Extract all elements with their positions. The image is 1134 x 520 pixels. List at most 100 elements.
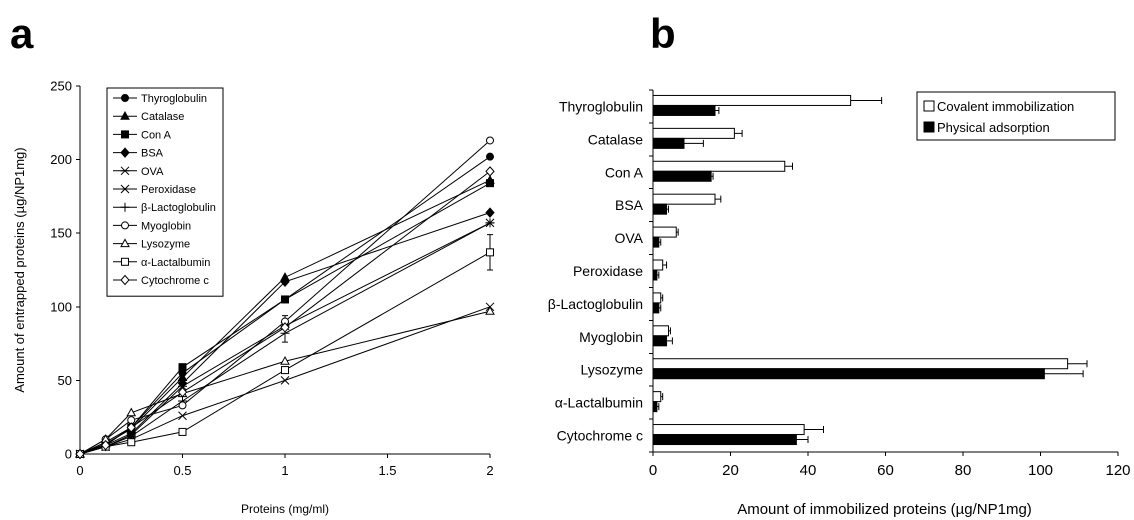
data-point-cytochrome-c [100, 439, 111, 451]
y-tick-label: 100 [50, 299, 72, 314]
data-point-cytochrome-c [126, 422, 136, 433]
legend-label-con-a: Con A [141, 129, 172, 141]
category-label-cytochrome-c: Cytochrome c [557, 428, 643, 444]
error-bar-physical-adsorption-peroxidase [656, 271, 660, 279]
error-bar-covalent-immobilization-bsa [715, 195, 722, 203]
legend-marker-alpha-lactalbumin [121, 257, 129, 266]
y-tick-label: 200 [50, 152, 72, 167]
error-bar-physical-adsorption-bsa [666, 205, 669, 213]
data-point-con-a [281, 295, 289, 304]
error-bar-physical-adsorption-con-a [711, 172, 714, 180]
y-tick-label: 150 [50, 226, 72, 241]
bar-physical-adsorption-beta-lactoglobulin [652, 302, 660, 314]
data-point-bsa [280, 276, 290, 288]
legend-marker-lysozyme [120, 238, 130, 248]
x-tick-label: 120 [1105, 462, 1130, 479]
legend-b: Covalent immobilization Physical adsorpti… [916, 91, 1116, 141]
legend-swatch-physical-adsorption [923, 121, 935, 133]
data-point-lysozyme [126, 407, 137, 417]
legend-swatch-covalent-immobilization [923, 100, 935, 112]
data-point-myoglobin [178, 401, 187, 410]
bar-covalent-immobilization-cytochrome-c [652, 424, 805, 436]
panel-a-line-chart: 0 50 100 150 200 250 0 0.5 1 1.5 2 Proteins (mg/ml)… [12, 79, 495, 516]
data-point-alpha-lactalbumin [127, 438, 136, 447]
error-bar-physical-adsorption-cytochrome-c [796, 436, 809, 444]
legend-marker-beta-lactoglobulin [120, 202, 130, 212]
y-tick-label: 50 [58, 373, 72, 388]
data-point-cytochrome-c [75, 448, 85, 460]
legend-label-cytochrome-c: Cytochrome c [141, 275, 209, 287]
legend-label-covalent-immobilization: Covalent immobilization [937, 99, 1074, 114]
legend-marker-bsa [120, 147, 130, 158]
legend-label-myoglobin: Myoglobin [141, 220, 191, 232]
bar-covalent-immobilization-catalase [652, 127, 735, 139]
x-tick-label: 40 [800, 462, 817, 479]
error-bar-covalent-immobilization-thyroglobulin [850, 96, 883, 104]
x-tick-label: 0.5 [173, 463, 191, 478]
data-point-alpha-lactalbumin [486, 248, 494, 257]
bar-physical-adsorption-myoglobin [652, 335, 668, 347]
error-bar-covalent-immobilization-peroxidase [662, 261, 668, 269]
bar-covalent-immobilization-lysozyme [652, 358, 1069, 370]
x-tick-label: 1 [281, 463, 288, 478]
series-line-thyroglobulin [79, 156, 491, 455]
legend-marker-myoglobin [121, 221, 129, 230]
bar-physical-adsorption-alpha-lactalbumin [652, 401, 658, 413]
y-tick-label: 0 [65, 447, 72, 462]
x-axis-title: Proteins (mg/ml) [241, 502, 329, 516]
category-label-thyroglobulin: Thyroglobulin [559, 98, 643, 114]
data-point-cytochrome-c [485, 166, 495, 177]
error-bar-physical-adsorption-lysozyme [1044, 370, 1084, 378]
legend-box [916, 91, 1116, 141]
error-bar-physical-adsorption-catalase [684, 139, 704, 147]
data-point-thyroglobulin [486, 152, 494, 161]
data-point-peroxidase [280, 376, 290, 385]
bar-physical-adsorption-cytochrome-c [652, 434, 797, 446]
category-label-peroxidase: Peroxidase [573, 263, 643, 279]
data-point-lysozyme [485, 305, 495, 315]
bar-physical-adsorption-lysozyme [652, 368, 1045, 380]
x-tick-label: 0 [76, 463, 83, 478]
legend-label-catalase: Catalase [141, 111, 184, 123]
legend-label-bsa: BSA [141, 148, 164, 160]
bar-physical-adsorption-con-a [652, 170, 712, 182]
data-point-cytochrome-c [280, 322, 290, 333]
category-label-alpha-lactalbumin: α-Lactalbumin [555, 395, 643, 411]
error-bar-covalent-immobilization-lysozyme [1067, 360, 1088, 368]
data-point-bsa [485, 207, 495, 218]
series-markers [75, 136, 495, 460]
bar-physical-adsorption-ova [652, 236, 660, 248]
panel-letter-a: a [10, 10, 34, 57]
bar-physical-adsorption-peroxidase [652, 269, 658, 281]
legend-label-physical-adsorption: Physical adsorption [937, 120, 1050, 135]
legend-label-lysozyme: Lysozyme [141, 239, 190, 251]
x-tick-label: 0 [649, 462, 657, 479]
category-label-ova: OVA [614, 230, 643, 246]
error-bar-physical-adsorption-thyroglobulin [715, 106, 720, 114]
legend-label-ova: OVA [141, 166, 164, 178]
legend-label-alpha-lactalbumin: α-Lactalbumin [141, 257, 210, 269]
x-tick-label: 2 [486, 463, 493, 478]
data-point-ova [178, 381, 187, 391]
panel-b-bar-chart: 0 20 40 60 80 100 120 Amount of immobilized pro… [548, 89, 1131, 518]
error-bar-covalent-immobilization-con-a [784, 162, 793, 170]
x-tick-label: 20 [722, 462, 739, 479]
y-axis-title: Amount of entrapped proteins (µg/NP1mg) [12, 147, 27, 392]
error-bar-covalent-immobilization-cytochrome-c [804, 426, 824, 434]
bar-covalent-immobilization-peroxidase [652, 259, 664, 271]
data-point-cytochrome-c [177, 386, 188, 398]
legend-marker-peroxidase [120, 184, 130, 194]
data-point-con-a [178, 363, 187, 372]
bar-covalent-immobilization-alpha-lactalbumin [652, 391, 662, 403]
data-point-myoglobin [486, 136, 494, 145]
legend-a: Thyroglobulin Catalase Con A BSA OVA Peroxida… [106, 87, 224, 297]
error-bar-physical-adsorption-ova [658, 238, 662, 246]
data-point-con-a [486, 179, 494, 188]
x-tick-label: 1.5 [378, 463, 396, 478]
legend-marker-catalase [120, 110, 130, 120]
y-tick-label: 250 [50, 79, 72, 94]
x-tick-label: 80 [955, 462, 972, 479]
bar-physical-adsorption-thyroglobulin [652, 104, 716, 116]
series-line-alpha-lactalbumin [79, 251, 491, 455]
